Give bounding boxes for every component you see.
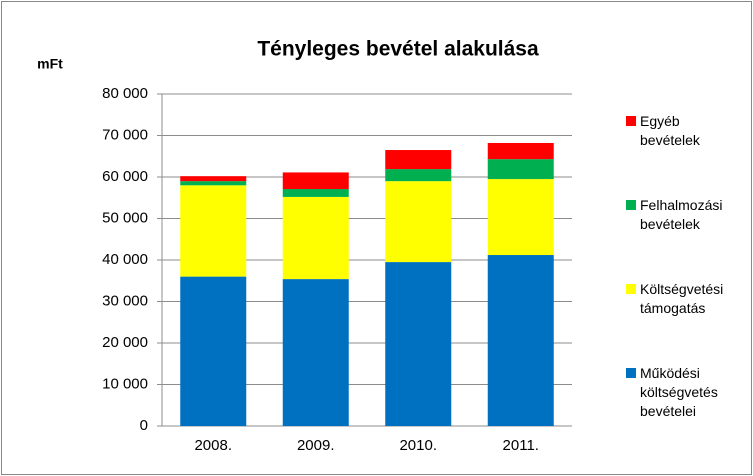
bar-segment	[487, 142, 554, 160]
legend-label: Egyéb bevételek	[640, 113, 700, 148]
bar-segment	[282, 172, 349, 190]
bar-segment	[180, 185, 247, 277]
bar-segment	[282, 196, 349, 280]
y-tick-label: 80 000	[102, 85, 148, 102]
x-tick-label: 2010.	[399, 437, 437, 454]
x-tick-label: 2008.	[194, 437, 232, 454]
legend-swatch	[626, 368, 636, 378]
x-tick-label: 2011.	[503, 437, 539, 454]
y-tick-label: 30 000	[102, 292, 148, 309]
legend-swatch	[626, 200, 636, 210]
y-axis-label: mFt	[37, 56, 63, 72]
bar-segment	[385, 169, 452, 182]
y-tick-label: 50 000	[102, 209, 148, 226]
bar-segment	[385, 150, 452, 170]
legend-label: Működési költségvetés bevételei	[640, 365, 718, 419]
x-tick-label: 2009.	[297, 437, 335, 454]
bar-segment	[487, 179, 554, 256]
y-tick-label: 0	[140, 417, 148, 434]
y-tick-label: 40 000	[102, 251, 148, 268]
bar-segment	[487, 159, 554, 180]
legend-swatch	[626, 284, 636, 294]
bar-segment	[385, 181, 452, 263]
y-tick-label: 20 000	[102, 334, 148, 351]
bar-segment	[487, 255, 554, 426]
y-tick-label: 70 000	[102, 126, 148, 143]
bar-segment	[282, 279, 349, 426]
legend-swatch	[626, 116, 636, 126]
bar-segment	[180, 276, 247, 426]
bar-segment	[282, 189, 349, 197]
y-tick-label: 10 000	[102, 375, 148, 392]
legend-label: Felhalmozási bevételek	[640, 197, 723, 232]
legend-label: Költségvetési támogatás	[640, 281, 724, 316]
bar-segment	[180, 181, 247, 186]
y-tick-label: 60 000	[102, 168, 148, 185]
chart-title: Tényleges bevétel alakulása	[257, 38, 539, 61]
bar-segment	[385, 262, 452, 426]
bar-segment	[180, 176, 247, 182]
